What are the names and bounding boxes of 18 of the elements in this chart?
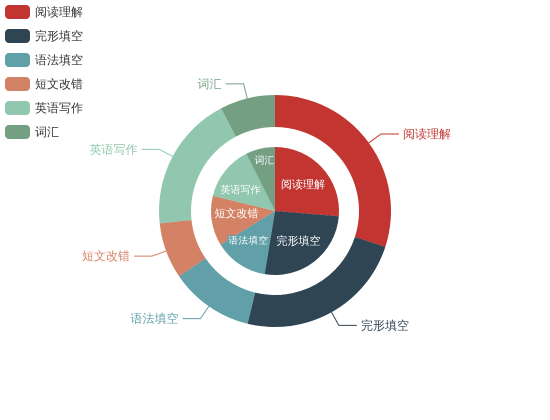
slice-label: 词汇 (254, 155, 274, 166)
slice-label: 阅读理解 (402, 127, 451, 141)
slice-label: 短文改错 (82, 249, 130, 264)
slice-label: 英语写作 (89, 142, 138, 156)
slice-label: 词汇 (198, 76, 222, 91)
slice-label: 完形填空 (276, 235, 321, 248)
legend-label: 短文改错 (35, 77, 83, 91)
slice-label: 阅读理解 (281, 178, 326, 191)
slice-label: 英语写作 (220, 184, 261, 196)
slice-label: 短文改错 (214, 208, 259, 220)
slice-label: 语法填空 (228, 236, 269, 247)
legend-label: 语法填空 (35, 53, 83, 67)
legend-label: 阅读理解 (35, 5, 83, 19)
slice-label: 语法填空 (130, 312, 178, 326)
legend-label: 词汇 (35, 125, 59, 139)
slice-label: 完形填空 (360, 318, 409, 332)
legend-label: 完形填空 (35, 29, 83, 43)
legend-label: 英语写作 (35, 101, 83, 115)
